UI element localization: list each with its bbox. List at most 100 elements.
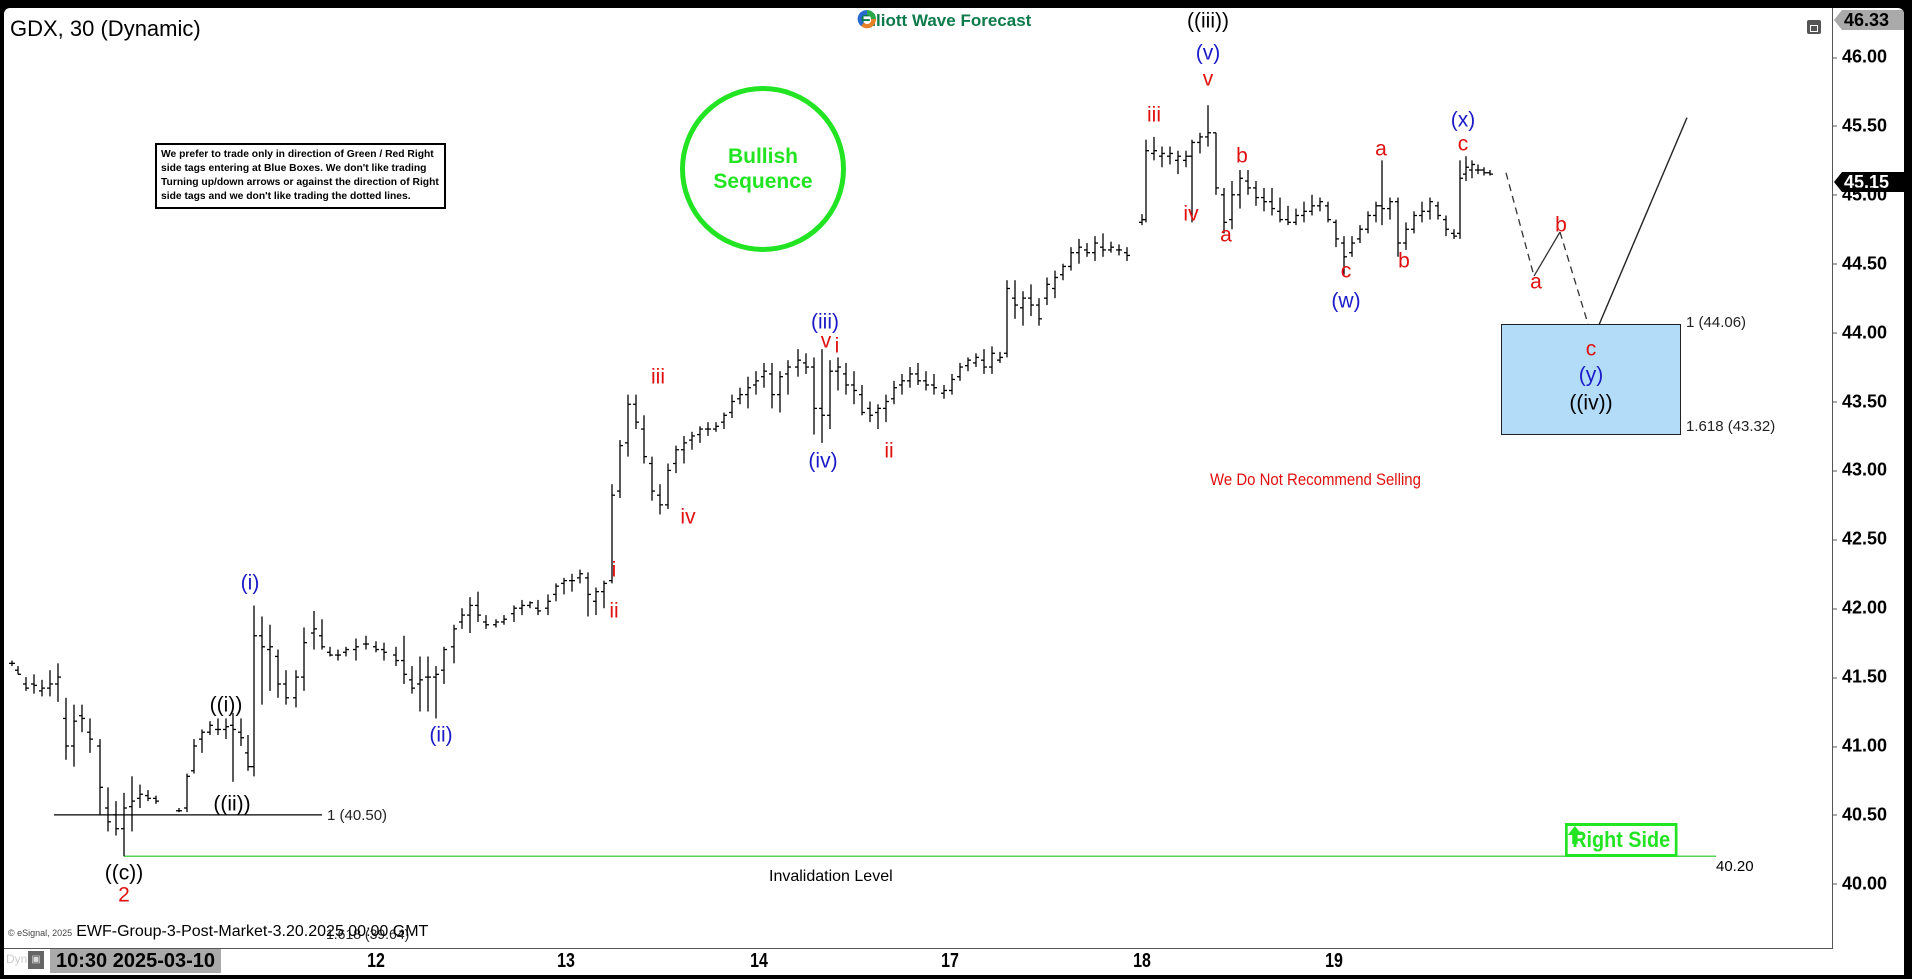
price-axis[interactable]: 46.33 45.15 46.00 45.50 45.00 44.50 44.00 43.… (1831, 8, 1904, 948)
ohlc-bar (1403, 222, 1409, 250)
ohlc-bar (1293, 208, 1299, 226)
ohlc-bar (989, 346, 995, 374)
ohlc-bar (501, 615, 507, 625)
bullish-line2: Sequence (713, 170, 813, 193)
fib-1618-label: 1.618 (39.64) (326, 926, 410, 942)
ohlc-bar (965, 357, 971, 372)
ohlc-bar (609, 484, 615, 584)
restore-window-icon[interactable] (1807, 20, 1821, 34)
ohlc-bar (335, 649, 341, 661)
y-tick-label: 43.00 (1831, 459, 1888, 480)
ohlc-bar (433, 666, 439, 719)
ohlc-bar (401, 635, 407, 684)
wave-label: iv (680, 505, 696, 529)
time-axis[interactable]: Dyn ▣ 10:30 2025-03-10 12 13 14 17 18 19 (4, 948, 1904, 975)
ohlc-bar (785, 360, 791, 395)
ohlc-bar (1183, 150, 1189, 168)
lock-icon[interactable]: ▣ (28, 951, 44, 969)
no-sell-notice: We Do Not Recommend Selling (1210, 470, 1421, 489)
ohlc-bar (97, 739, 103, 815)
ohlc-bar (55, 663, 61, 702)
y-tick-label: 43.50 (1831, 391, 1888, 411)
ewf-logo-icon (857, 9, 877, 29)
ohlc-bar (941, 384, 947, 399)
ohlc-bar (907, 367, 913, 388)
ohlc-bar (191, 739, 197, 774)
wave-label: c (1340, 259, 1352, 283)
ohlc-bar (569, 573, 575, 592)
arrow-up-icon (1567, 826, 1583, 844)
ohlc-bar (1253, 181, 1259, 206)
ohlc-bar (811, 357, 817, 435)
wave-label: v (820, 329, 832, 353)
ohlc-bar (1487, 169, 1493, 176)
y-tick-label: 41.50 (1831, 666, 1888, 687)
x-tick-label: 18 (1133, 950, 1151, 972)
x-tick-label: 13 (557, 950, 575, 972)
wave-label: a (1530, 270, 1542, 294)
chart-title: GDX, 30 (Dynamic) (10, 16, 201, 41)
ohlc-bar (705, 422, 711, 436)
y-tick-label: 40.00 (1831, 873, 1888, 894)
ohlc-bar (519, 599, 525, 616)
wave-label: iii (1147, 103, 1161, 127)
ohlc-bar (1435, 201, 1441, 220)
wave-label: (iii) (811, 310, 839, 334)
ohlc-bar (267, 624, 273, 691)
ohlc-bar (593, 587, 599, 616)
y-tick-label: 44.00 (1831, 322, 1888, 343)
dyn-label: Dyn (6, 952, 28, 966)
ohlc-bar (883, 394, 889, 423)
ohlc-bar (795, 349, 801, 377)
ohlc-bar (467, 597, 473, 634)
wave-label: (w) (1331, 289, 1361, 313)
ohlc-bar (343, 646, 349, 657)
wave-label: a (1220, 223, 1232, 247)
ohlc-bar (745, 376, 751, 409)
ohlc-bar (843, 362, 849, 395)
box-top-label: 1 (44.06) (1686, 314, 1747, 331)
ohlc-bar (301, 627, 307, 691)
ohlc-bar (425, 656, 431, 712)
wave-label: iv (1183, 202, 1199, 226)
copyright: © eSignal, 2025 (8, 928, 73, 938)
ohlc-bar (363, 635, 369, 650)
ohlc-bar (1084, 243, 1090, 257)
ohlc-bar (867, 401, 873, 423)
ohlc-bar (1379, 160, 1385, 226)
ohlc-bar (199, 729, 205, 753)
wave-label: c (1457, 132, 1469, 156)
ohlc-bar (535, 599, 541, 616)
ohlc-bar (1419, 201, 1425, 223)
bullish-sequence-badge: Bullish Sequence (680, 86, 846, 252)
ohlc-bar (153, 795, 159, 804)
wave-label: a (1375, 137, 1387, 161)
ohlc-bar (777, 371, 783, 413)
ohlc-bar (353, 638, 359, 661)
ohlc-bar (1012, 280, 1018, 319)
ohlc-bar (1285, 205, 1291, 226)
ohlc-bar (1108, 241, 1114, 253)
ohlc-bar (373, 641, 379, 653)
ohlc-bar (1309, 194, 1315, 216)
plot-area[interactable]: GDX, 30 (Dynamic) Elliott Wave Forecast … (4, 8, 1833, 949)
ohlc-bar (997, 351, 1003, 363)
ohlc-bar (697, 426, 703, 443)
ohlc-bar (915, 362, 921, 385)
ohlc-bar (957, 362, 963, 381)
wave-label: (x) (1450, 108, 1476, 132)
ohlc-bar (207, 721, 213, 735)
ohlc-bar (1277, 197, 1283, 223)
wave-label: (y) (1578, 363, 1604, 387)
ohlc-bar (1189, 139, 1195, 223)
ohlc-bar (769, 362, 775, 409)
ohlc-bar (1269, 187, 1275, 216)
ohlc-bar (657, 484, 663, 515)
ohlc-bar (875, 404, 881, 430)
chart-footer: © eSignal, 2025 EWF-Group-3-Post-Market-… (8, 923, 428, 941)
ohlc-bar (1175, 150, 1181, 175)
brand-name: Elliott Wave Forecast (860, 11, 1032, 30)
ohlc-bar (753, 371, 759, 395)
ohlc-bar (71, 704, 77, 767)
ohlc-bar (1341, 236, 1347, 275)
